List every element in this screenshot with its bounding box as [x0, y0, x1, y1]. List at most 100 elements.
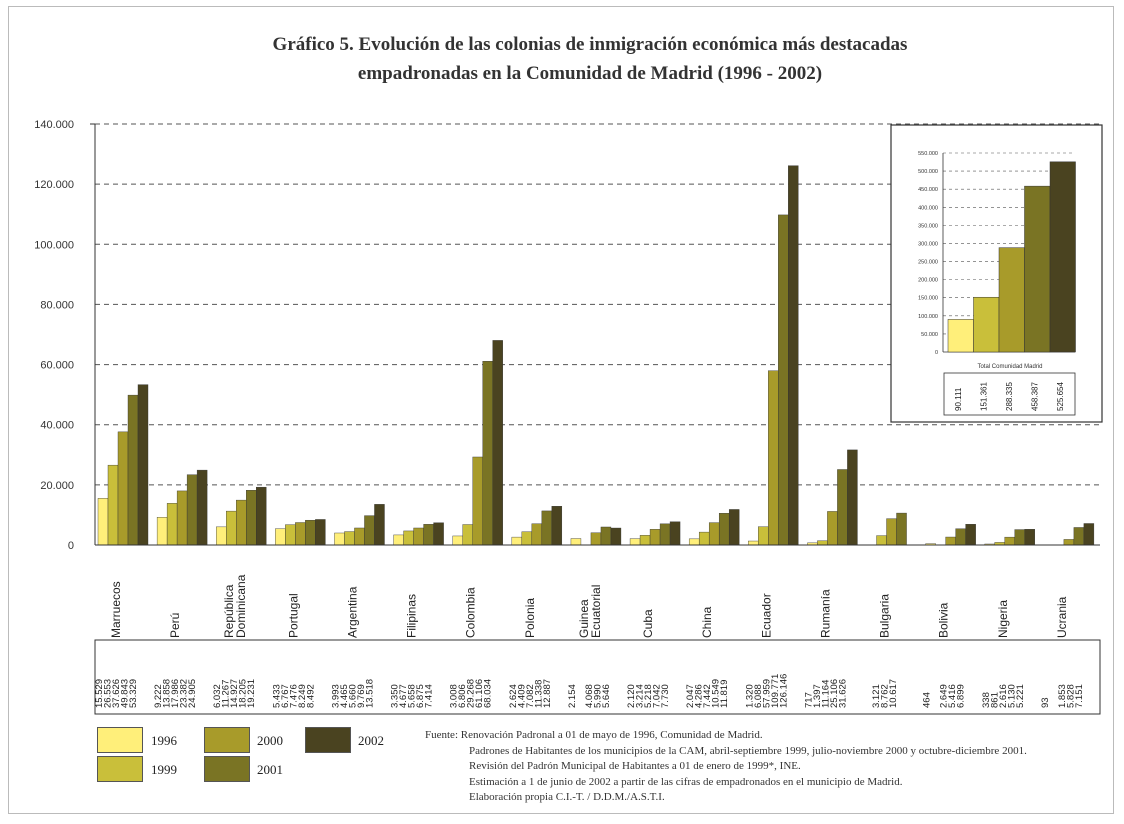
table-value-colombia-2000: 29.268	[466, 679, 477, 708]
main-bars	[97, 165, 1095, 546]
y-tick-label: 60.000	[40, 360, 74, 372]
table-value-ecuador-2001: 109.771	[770, 674, 781, 708]
table-value-colombia-1996: 3.008	[449, 684, 460, 708]
table-value-argentina-2002: 13.518	[364, 679, 375, 708]
table-value-cuba-2002: 7.730	[660, 684, 671, 708]
table-value-ecuador-1999: 6.088	[753, 684, 764, 708]
bar-bulgaria-2001	[896, 512, 907, 546]
chart-title: Gráfico 5. Evolución de las colonias de …	[0, 30, 1124, 88]
bar-ecuador-1999	[758, 526, 769, 546]
table-value-portugal-1999: 6.767	[280, 684, 291, 708]
bar-china-1999	[698, 531, 710, 546]
legend-swatch-1996	[97, 727, 143, 753]
table-value-rumania-1999: 1.397	[812, 684, 823, 708]
category-label-peru: Perú	[168, 613, 182, 638]
table-value-argentina-2000: 5.660	[347, 684, 358, 708]
table-value-ecuador-2002: 126.146	[778, 674, 789, 708]
bar-ucrania-2002	[1083, 523, 1095, 546]
bar-peru-2002	[196, 469, 208, 546]
bar-colombia-2000	[472, 456, 483, 546]
category-label-line: Ucrania	[1055, 596, 1069, 638]
bar-portugal-2000	[295, 522, 306, 546]
legend-swatch-2001	[204, 756, 250, 782]
table-value-marruecos-1999: 26.553	[103, 679, 114, 708]
category-label-china: China	[700, 606, 714, 638]
bar-filipinas-1999	[403, 530, 414, 546]
y-tick-label: 40.000	[40, 420, 74, 432]
inset-y-tick-label: 450.000	[918, 187, 938, 193]
table-value-portugal-1996: 5.433	[271, 684, 282, 708]
legend-swatch-1999	[97, 756, 143, 782]
bar-republica-dominicana-2000	[236, 499, 247, 546]
inset-y-tick-label: 0	[935, 350, 938, 356]
bar-polonia-2000	[531, 523, 543, 546]
bar-bolivia-2002	[965, 524, 976, 546]
table-value-marruecos-2001: 49.843	[120, 679, 131, 708]
category-label-guinea-ecuatorial: GuineaEcuatorial	[577, 585, 603, 638]
table-value-nigeria-1999: 861	[989, 692, 1000, 708]
table-value-argentina-2001: 9.769	[356, 684, 367, 708]
table-value-marruecos-1996: 15.529	[94, 679, 105, 708]
table-value-argentina-1999: 4.465	[339, 684, 350, 708]
bar-bolivia-2000	[945, 536, 956, 546]
bar-bulgaria-1999	[876, 535, 887, 546]
category-label-marruecos: Marruecos	[109, 581, 123, 638]
table-value-guinea-ecuatorial-1996: 2.154	[567, 684, 578, 708]
inset-table-value-2000: 288.335	[1005, 382, 1014, 411]
legend-label-2001: 2001	[257, 762, 283, 777]
bar-republica-dominicana-2001	[246, 490, 257, 546]
category-label-polonia: Polonia	[523, 598, 537, 638]
bar-filipinas-1996	[393, 534, 404, 546]
category-label-ucrania: Ucrania	[1055, 596, 1069, 638]
bar-nigeria-2002	[1024, 529, 1035, 546]
inset-y-tick-label: 150.000	[918, 296, 938, 302]
table-border	[94, 639, 1101, 715]
bar-cuba-2002	[669, 521, 681, 546]
inset-y-tick-label: 550.000	[918, 151, 938, 157]
bar-guinea-ecuatorial-2001	[600, 526, 612, 546]
bar-peru-2000	[176, 490, 188, 546]
category-label-line: Filipinas	[405, 594, 419, 638]
table-value-rumania-1996: 717	[803, 692, 814, 708]
y-tick-label: 80.000	[40, 299, 74, 311]
inset-y-tick-label: 350.000	[918, 223, 938, 229]
bar-rumania-2001	[837, 469, 848, 546]
legend-label-1996: 1996	[151, 733, 177, 748]
table-value-bolivia-1996: 464	[922, 692, 933, 708]
table-value-polonia-1999: 4.409	[516, 684, 527, 708]
bar-republica-dominicana-1996	[216, 526, 227, 546]
category-label-filipinas: Filipinas	[405, 594, 419, 638]
inset-y-tick-label: 100.000	[918, 314, 938, 320]
table-value-republica-dominicana-2002: 19.231	[246, 679, 257, 708]
inset-table-border	[943, 372, 1076, 416]
bar-portugal-2002	[315, 519, 326, 546]
table-value-ucrania-2001: 5.828	[1065, 684, 1076, 708]
bar-filipinas-2002	[433, 522, 444, 546]
category-label-line: Nigeria	[996, 600, 1010, 638]
source-line-4: Estimación a 1 de junio de 2002 a partir…	[469, 775, 903, 788]
category-label-rumania: Rumanía	[818, 589, 832, 638]
table-value-ucrania-1996: 93	[1040, 697, 1051, 708]
category-label-line: Bulgaria	[878, 594, 892, 638]
table-value-ecuador-2000: 57.959	[761, 679, 772, 708]
table-value-guinea-ecuatorial-2000: 4.068	[584, 684, 595, 708]
bar-marruecos-2000	[117, 431, 129, 546]
category-label-line: República	[222, 584, 236, 638]
category-label-line: Ecuador	[759, 593, 773, 638]
category-label-republica-dominicana: RepúblicaDominicana	[222, 574, 248, 638]
bar-polonia-2002	[551, 506, 563, 546]
y-tick-label: 140.000	[34, 119, 74, 131]
bar-nigeria-2000	[1004, 536, 1015, 546]
table-value-bolivia-2002: 6.899	[956, 684, 967, 708]
category-label-line: Argentina	[345, 586, 359, 638]
bar-rumania-2002	[847, 449, 858, 546]
bar-guinea-ecuatorial-2002	[610, 527, 622, 546]
category-label-argentina: Argentina	[345, 586, 359, 638]
table-value-polonia-2001: 11.338	[533, 680, 544, 708]
bar-republica-dominicana-2002	[256, 486, 267, 546]
bar-marruecos-2002	[137, 384, 149, 546]
inset-table-value-2002: 525.654	[1056, 382, 1065, 411]
bar-rumania-2000	[827, 511, 838, 546]
table-value-cuba-1996: 2.120	[626, 684, 637, 708]
